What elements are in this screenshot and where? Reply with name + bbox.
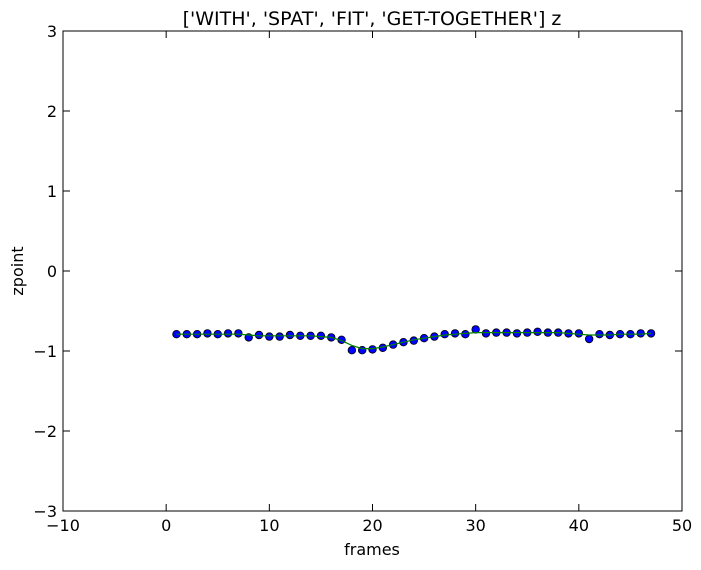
x-tick-label: 50 bbox=[672, 516, 692, 535]
y-tick-label: 0 bbox=[47, 262, 57, 281]
chart-title: ['WITH', 'SPAT', 'FIT', 'GET-TOGETHER'] … bbox=[183, 8, 562, 30]
data-point bbox=[223, 329, 233, 338]
data-point bbox=[285, 330, 295, 340]
y-tick-label: 1 bbox=[47, 182, 57, 201]
x-tick-label: 30 bbox=[465, 516, 485, 535]
data-point bbox=[512, 329, 522, 338]
plot-area bbox=[172, 325, 656, 355]
data-point bbox=[347, 346, 357, 355]
y-tick-label: 2 bbox=[47, 102, 57, 121]
x-axis-ticks: −10 0 10 20 30 40 50 bbox=[46, 31, 692, 535]
x-tick-label: 10 bbox=[259, 516, 279, 535]
smoothed-line bbox=[176, 332, 652, 350]
data-point bbox=[368, 345, 377, 354]
x-axis-label: frames bbox=[344, 540, 400, 559]
x-tick-label: 0 bbox=[161, 516, 171, 535]
x-tick-label: 40 bbox=[569, 516, 589, 535]
x-tick-label: 20 bbox=[362, 516, 382, 535]
data-point bbox=[265, 332, 274, 341]
data-point bbox=[203, 329, 212, 338]
y-tick-label: 3 bbox=[47, 22, 57, 41]
data-point bbox=[481, 329, 491, 338]
y-axis-label: zpoint bbox=[8, 246, 27, 295]
data-point bbox=[584, 334, 594, 344]
x-tick-label: −10 bbox=[46, 516, 80, 535]
data-point bbox=[595, 330, 604, 339]
y-axis-ticks: −3 −2 −1 0 1 2 3 bbox=[33, 22, 682, 521]
y-tick-label: −1 bbox=[33, 342, 57, 361]
data-point bbox=[275, 332, 284, 341]
data-point bbox=[234, 329, 243, 338]
y-tick-label: −3 bbox=[33, 502, 57, 521]
y-tick-label: −2 bbox=[33, 422, 57, 441]
data-point bbox=[533, 327, 542, 336]
